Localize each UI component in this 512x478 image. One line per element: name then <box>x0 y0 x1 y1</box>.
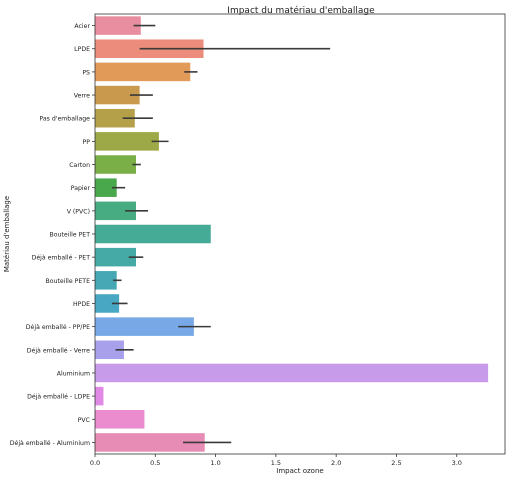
y-tick-label: Bouteille PETE <box>46 278 91 285</box>
y-tick-label: HPDE <box>73 301 90 308</box>
chart-title: Impact du matériau d'emballage <box>227 5 375 16</box>
y-tick-label: Verre <box>74 93 90 100</box>
y-tick-label: Déjà emballé - Aluminium <box>10 439 90 447</box>
x-tick-label: 1.5 <box>271 459 281 467</box>
bar <box>95 155 136 174</box>
bar <box>95 386 104 406</box>
y-tick-label: PP <box>83 139 91 146</box>
bar <box>95 62 191 82</box>
x-tick-label: 3.0 <box>452 459 462 467</box>
y-tick-label: Papier <box>71 185 91 192</box>
y-tick-label: Déjà emballé - Verre <box>27 346 90 354</box>
y-tick-label: Bouteille PET <box>49 232 90 239</box>
x-tick-label: 0.5 <box>150 459 160 467</box>
bar <box>95 410 145 429</box>
x-tick-label: 0.0 <box>90 459 100 467</box>
bar <box>95 433 205 452</box>
y-tick-label: Pas d'emballage <box>39 116 90 123</box>
bar <box>95 363 489 383</box>
y-tick-label: LPDE <box>74 46 90 53</box>
bar <box>95 16 141 35</box>
y-tick-labels: Acier LPDE PS Verre Pas d'emballage PP Carton P… <box>10 23 95 447</box>
y-tick-label: Aluminium <box>57 370 90 377</box>
bars-group <box>95 16 489 452</box>
bar <box>95 294 120 313</box>
y-tick-label: Déjà emballé - PET <box>32 254 91 262</box>
y-tick-label: PS <box>82 69 90 76</box>
y-tick-label: PVC <box>78 417 90 424</box>
bar <box>95 201 136 221</box>
x-tick-label: 1.0 <box>210 459 220 467</box>
bar <box>95 317 194 336</box>
y-tick-label: V (PVC) <box>67 208 90 215</box>
bar <box>95 108 135 128</box>
y-tick-label: Déjà emballé - PP/PE <box>26 323 90 331</box>
x-tick-labels: 0.0 0.5 1.0 1.5 2.0 2.5 3.0 <box>90 454 462 467</box>
plot-frame <box>94 13 506 455</box>
bar <box>95 224 211 244</box>
error-bars-group <box>111 24 331 444</box>
x-tick-label: 2.5 <box>391 459 401 467</box>
y-tick-label: Carton <box>69 162 90 169</box>
bar <box>95 85 140 105</box>
bar <box>95 178 117 197</box>
y-tick-label: Déjà emballé - LDPE <box>27 393 90 401</box>
bar <box>95 247 136 267</box>
bar <box>95 340 124 360</box>
y-axis-label: Matériau d'emballage <box>3 196 11 272</box>
y-tick-label: Acier <box>74 23 90 30</box>
x-tick-label: 2.0 <box>331 459 341 467</box>
x-axis-label: Impact ozone <box>276 467 323 475</box>
bar <box>95 132 159 151</box>
bar <box>95 271 117 290</box>
